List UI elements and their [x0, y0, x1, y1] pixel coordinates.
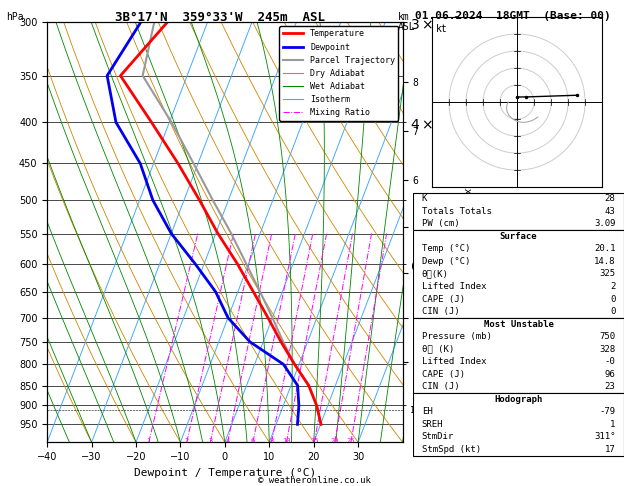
Legend: Temperature, Dewpoint, Parcel Trajectory, Dry Adiabat, Wet Adiabat, Isotherm, Mi: Temperature, Dewpoint, Parcel Trajectory…	[279, 26, 398, 121]
Text: 2: 2	[185, 438, 189, 444]
Text: -79: -79	[599, 407, 616, 417]
Text: CAPE (J): CAPE (J)	[421, 370, 465, 379]
Text: 1: 1	[610, 420, 616, 429]
Text: hPa: hPa	[6, 12, 24, 22]
Text: -0: -0	[605, 357, 616, 366]
Text: 0: 0	[610, 295, 616, 304]
Text: 1LCL: 1LCL	[409, 406, 430, 415]
Text: StmDir: StmDir	[421, 433, 454, 441]
Text: θᴄ(K): θᴄ(K)	[421, 269, 448, 278]
Text: kt: kt	[435, 24, 447, 34]
Text: 10: 10	[282, 438, 291, 444]
Text: 01.06.2024  18GMT  (Base: 00): 01.06.2024 18GMT (Base: 00)	[415, 11, 611, 21]
Text: 2: 2	[610, 282, 616, 291]
Text: Temp (°C): Temp (°C)	[421, 244, 470, 253]
Text: Surface: Surface	[500, 232, 537, 241]
Text: 3.09: 3.09	[594, 219, 616, 228]
Text: 23: 23	[605, 382, 616, 391]
Text: K: K	[421, 194, 427, 203]
Text: 311°: 311°	[594, 433, 616, 441]
Text: © weatheronline.co.uk: © weatheronline.co.uk	[258, 476, 371, 485]
Text: 28: 28	[605, 194, 616, 203]
Text: 43: 43	[605, 207, 616, 216]
Text: 96: 96	[605, 370, 616, 379]
Bar	[413, 192, 624, 230]
Text: 0: 0	[610, 307, 616, 316]
Text: 15: 15	[310, 438, 318, 444]
Text: StmSpd (kt): StmSpd (kt)	[421, 445, 481, 454]
Text: km: km	[398, 12, 409, 22]
Text: Lifted Index: Lifted Index	[421, 282, 486, 291]
Text: 20.1: 20.1	[594, 244, 616, 253]
Text: θᴄ (K): θᴄ (K)	[421, 345, 454, 354]
Text: CIN (J): CIN (J)	[421, 382, 459, 391]
Text: CIN (J): CIN (J)	[421, 307, 459, 316]
Text: Pressure (mb): Pressure (mb)	[421, 332, 491, 341]
Text: 4: 4	[225, 438, 230, 444]
X-axis label: Dewpoint / Temperature (°C): Dewpoint / Temperature (°C)	[134, 468, 316, 478]
Text: Most Unstable: Most Unstable	[484, 320, 554, 329]
Y-axis label: Mixing Ratio (g/kg): Mixing Ratio (g/kg)	[462, 176, 472, 288]
Text: 20: 20	[330, 438, 339, 444]
Text: 3B°17'N  359°33'W  245m  ASL: 3B°17'N 359°33'W 245m ASL	[115, 11, 325, 24]
Text: 6: 6	[251, 438, 255, 444]
Text: Dewp (°C): Dewp (°C)	[421, 257, 470, 266]
Bar	[413, 230, 624, 318]
Text: Lifted Index: Lifted Index	[421, 357, 486, 366]
Text: PW (cm): PW (cm)	[421, 219, 459, 228]
Text: ASL: ASL	[398, 22, 415, 32]
Text: SREH: SREH	[421, 420, 443, 429]
Text: 328: 328	[599, 345, 616, 354]
Text: 325: 325	[599, 269, 616, 278]
Text: 25: 25	[347, 438, 355, 444]
Bar	[413, 393, 624, 456]
Text: CAPE (J): CAPE (J)	[421, 295, 465, 304]
Text: 17: 17	[605, 445, 616, 454]
Text: EH: EH	[421, 407, 432, 417]
Bar	[413, 318, 624, 393]
Text: 14.8: 14.8	[594, 257, 616, 266]
Text: Hodograph: Hodograph	[494, 395, 543, 404]
Text: Totals Totals: Totals Totals	[421, 207, 491, 216]
Text: 750: 750	[599, 332, 616, 341]
Text: 1: 1	[147, 438, 151, 444]
Text: 8: 8	[269, 438, 274, 444]
Text: 3: 3	[208, 438, 213, 444]
